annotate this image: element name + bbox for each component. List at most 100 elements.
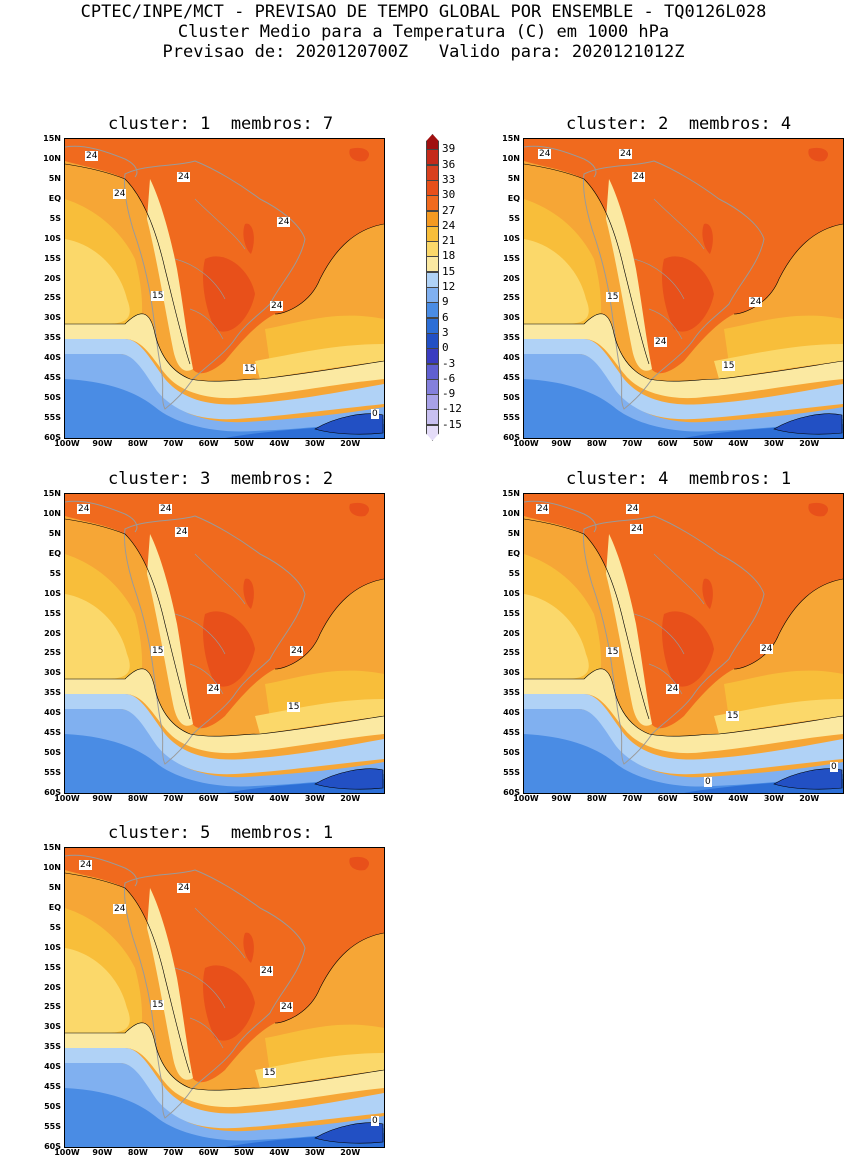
lat-label: 35S	[503, 333, 520, 343]
lat-label: 5S	[508, 568, 520, 578]
lat-label: 55S	[44, 1122, 61, 1132]
lat-label: 30S	[503, 313, 520, 323]
lon-label: 50W	[234, 794, 254, 803]
lon-label: 70W	[163, 439, 184, 448]
contour-label: 24	[175, 527, 189, 537]
contour-label: 24	[632, 172, 646, 182]
lat-label: 60S	[503, 787, 520, 797]
panel-title-2: cluster: 2 membros: 4	[566, 114, 792, 134]
lat-label: 15N	[43, 134, 61, 143]
lat-label: 20S	[44, 273, 61, 283]
contour-label: 24	[280, 1002, 294, 1012]
colorbar-swatch	[426, 256, 439, 273]
colorbar-swatch	[426, 363, 439, 380]
colorbar-swatch	[426, 149, 439, 166]
colorbar-label: 27	[442, 203, 456, 217]
contour-label: 24	[277, 217, 291, 227]
contour-label: 15	[263, 1068, 277, 1078]
lat-label: 20S	[503, 628, 520, 638]
lat-label: 5S	[508, 213, 520, 223]
contour-label: 24	[626, 504, 640, 514]
lat-label: 5S	[49, 922, 61, 932]
lat-label: 55S	[503, 413, 520, 423]
contour-label: 24	[260, 966, 274, 976]
contour-label: 15	[606, 647, 620, 657]
lat-label: 30S	[44, 668, 61, 678]
panel-title-1: cluster: 1 membros: 7	[108, 114, 334, 134]
colorbar-label: 39	[442, 142, 456, 156]
contour-label: 24	[79, 860, 93, 870]
lat-label: 50S	[44, 393, 61, 403]
contour-label: 24	[77, 504, 91, 514]
lat-label: 60S	[44, 787, 61, 797]
lat-label: 15N	[43, 489, 61, 498]
lat-label: 35S	[44, 1042, 61, 1052]
lat-label: 45S	[503, 373, 520, 383]
colorbar-swatch	[426, 409, 439, 426]
colorbar-label: 3	[442, 325, 449, 339]
contour-label: 24	[536, 504, 550, 514]
lat-label: 15S	[503, 608, 520, 618]
lon-label: 40W	[269, 794, 290, 803]
contour-label: 0	[704, 777, 712, 787]
lon-label: 30W	[304, 1148, 325, 1157]
contour-label: 0	[371, 409, 379, 419]
contour-label: 24	[85, 151, 99, 161]
contour-label: 15	[151, 291, 165, 301]
colorbar-swatch	[426, 195, 439, 212]
map-panel-4: 24 24 24 24 24 15 15 0 0	[523, 493, 844, 794]
colorbar-swatch	[426, 271, 439, 288]
lon-label: 30W	[763, 439, 784, 448]
colorbar-swatch	[426, 332, 439, 349]
contour-label: 24	[177, 172, 191, 182]
lat-label: 35S	[44, 333, 61, 343]
colorbar-swatch	[426, 179, 439, 196]
colorbar-label: 24	[442, 218, 456, 232]
colorbar-swatch	[426, 210, 439, 227]
contour-label: 15	[722, 361, 736, 371]
colorbar-label: 9	[442, 295, 449, 309]
colorbar-label: 21	[442, 234, 456, 248]
map-panel-1: 24 24 24 24 24 15 15 0	[64, 138, 385, 439]
lat-label: 50S	[44, 748, 61, 758]
lon-label: 50W	[234, 439, 254, 448]
colorbar-label: 12	[442, 280, 456, 293]
colorbar-swatch	[426, 302, 439, 319]
contour-label: 24	[113, 189, 127, 199]
lat-label: 10N	[43, 153, 61, 163]
lat-label: 55S	[44, 768, 61, 778]
contour-label: 15	[151, 646, 165, 656]
header-line-3: Previsao de: 2020120700Z Valido para: 20…	[162, 42, 685, 62]
colorbar-swatch	[426, 317, 439, 334]
contour-label: 0	[371, 1116, 379, 1126]
contour-label: 24	[207, 684, 221, 694]
map-panel-2: 24 24 24 24 24 15 15	[523, 138, 844, 439]
lat-label: 60S	[44, 1141, 61, 1151]
lon-label: 90W	[551, 794, 572, 803]
colorbar-swatch	[426, 287, 439, 303]
lat-label: 50S	[503, 748, 520, 758]
lon-label: 50W	[693, 794, 713, 803]
lon-label: 40W	[269, 1148, 290, 1157]
contour-label: 24	[290, 646, 304, 656]
lat-label: 30S	[44, 1022, 61, 1032]
lat-label: 10N	[43, 508, 61, 518]
lon-label: 60W	[198, 439, 219, 448]
lat-label: 15N	[502, 489, 520, 498]
lon-label: 70W	[163, 1148, 184, 1157]
colorbar-swatch	[426, 134, 439, 150]
lat-label: EQ	[48, 548, 61, 558]
lat-label: 20S	[503, 273, 520, 283]
contour-label: 0	[830, 762, 838, 772]
lat-label: 40S	[503, 708, 520, 718]
colorbar-label: -12	[442, 402, 462, 416]
lat-label: 30S	[44, 313, 61, 323]
lat-label: 15N	[43, 843, 61, 852]
lat-label: 5N	[48, 528, 61, 538]
lat-label: 15S	[503, 253, 520, 263]
lat-label: 55S	[44, 413, 61, 423]
contour-label: 24	[159, 504, 173, 514]
contour-label: 15	[287, 702, 301, 712]
lat-label: 25S	[44, 293, 61, 303]
contour-label: 24	[654, 337, 668, 347]
